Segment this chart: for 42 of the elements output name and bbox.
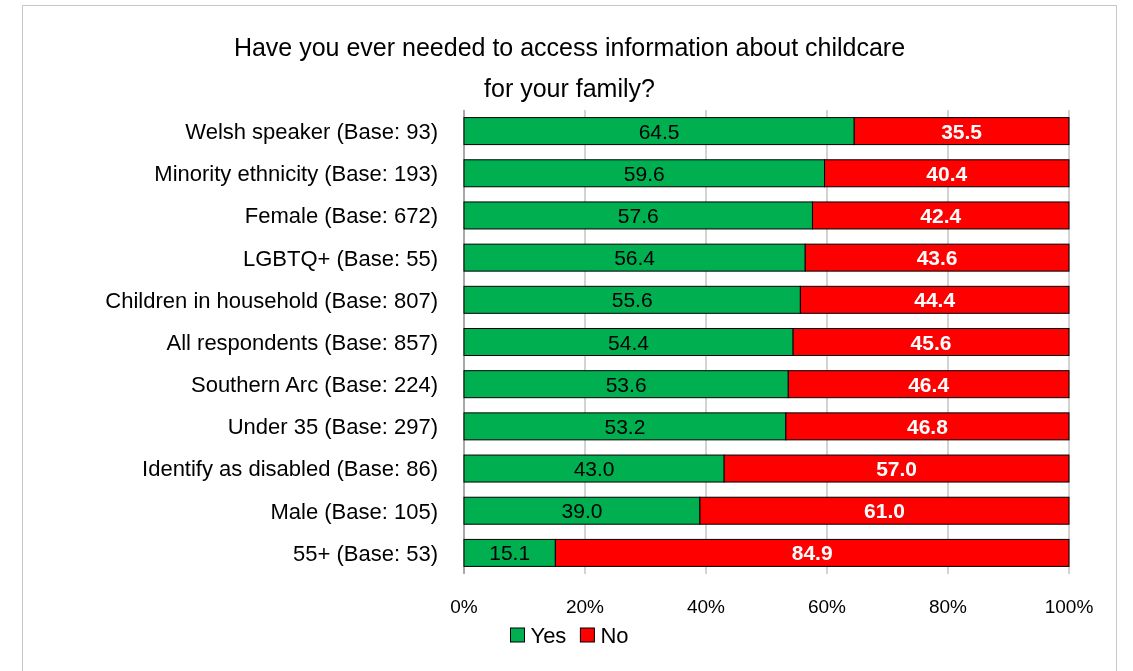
x-tick-label: 20% — [565, 596, 605, 617]
chart-title: Have you ever needed to access information about childcare for your family? — [233, 33, 906, 102]
y-tick-label: All respondents (Base: 857) — [166, 329, 438, 355]
data-label: 53.6 — [605, 372, 647, 396]
x-tick-label: 80% — [928, 596, 968, 617]
y-tick-label: LGBTQ+ (Base: 55) — [242, 245, 438, 271]
data-label: 39.0 — [561, 499, 603, 523]
data-label: 53.2 — [604, 414, 646, 438]
data-label: 57.6 — [617, 204, 659, 228]
data-label: 55.6 — [611, 288, 653, 312]
y-tick-label: 55+ (Base: 53) — [293, 540, 438, 566]
y-tick-label: Identify as disabled (Base: 86) — [142, 456, 438, 482]
y-tick-label: Under 35 (Base: 297) — [227, 414, 438, 440]
x-tick-label: 100% — [1044, 596, 1094, 617]
data-label: 15.1 — [489, 541, 531, 565]
legend-label: Yes — [530, 622, 567, 648]
y-tick-label: Children in household (Base: 807) — [105, 287, 438, 313]
data-label: 42.4 — [920, 204, 962, 228]
data-label: 59.6 — [623, 161, 665, 185]
data-label: 43.0 — [573, 457, 615, 481]
y-tick-label: Female (Base: 672) — [244, 203, 438, 229]
x-tick-label: 40% — [686, 596, 726, 617]
data-label: 35.5 — [941, 119, 983, 143]
data-label: 46.8 — [906, 414, 949, 438]
data-label: 54.4 — [608, 330, 650, 354]
x-tick-label: 60% — [807, 596, 847, 617]
x-tick-label: 0% — [450, 596, 478, 617]
y-tick-label: Welsh speaker (Base: 93) — [185, 119, 438, 145]
y-tick-label: Minority ethnicity (Base: 193) — [154, 161, 438, 187]
data-label: 57.0 — [876, 457, 918, 481]
legend-label: No — [600, 622, 629, 648]
y-tick-label: Southern Arc (Base: 224) — [190, 372, 438, 398]
data-label: 64.5 — [638, 119, 680, 143]
data-label: 46.4 — [908, 372, 950, 396]
y-tick-label: Male (Base: 105) — [270, 498, 438, 524]
data-label: 45.6 — [910, 330, 952, 354]
data-label: 43.6 — [916, 246, 958, 270]
data-label: 84.9 — [791, 541, 833, 565]
data-label: 61.0 — [864, 499, 905, 523]
data-label: 40.4 — [926, 161, 968, 185]
data-label: 44.4 — [914, 288, 956, 312]
data-label: 56.4 — [614, 246, 656, 270]
